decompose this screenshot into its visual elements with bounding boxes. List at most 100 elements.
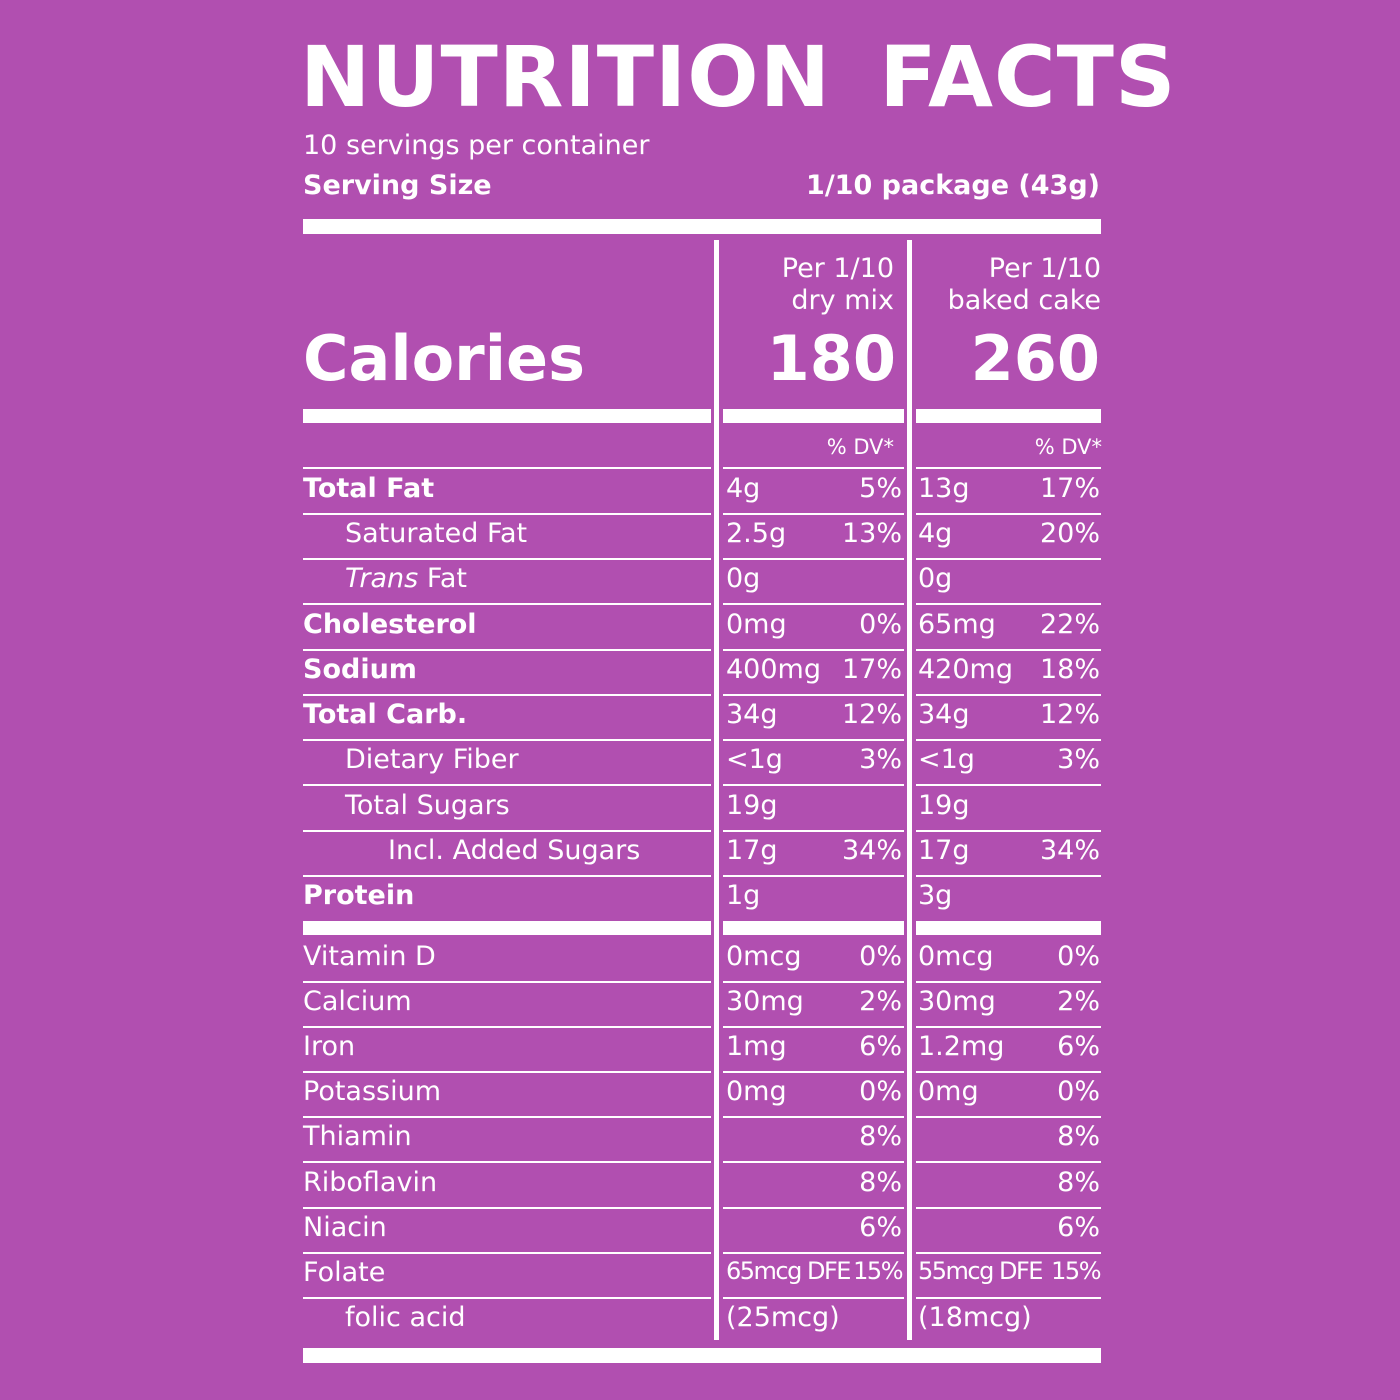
- column-divider-1: [714, 240, 719, 1340]
- baked-amount: 0mg: [918, 1076, 979, 1107]
- row-separator: [916, 1252, 1101, 1254]
- thick-divider-vitamins: [916, 921, 1101, 935]
- row-separator: [723, 603, 904, 605]
- row-separator: [303, 1116, 711, 1118]
- dry-amount: <1g: [726, 744, 783, 775]
- dry-daily-value: 34%: [841, 835, 902, 866]
- row-separator: [303, 1252, 711, 1254]
- row-separator: [303, 830, 711, 832]
- dry-daily-value: 0%: [859, 609, 902, 640]
- dry-daily-value: 8%: [859, 1167, 902, 1198]
- serving-size-value: 1/10 package (43g): [806, 170, 1100, 201]
- dry-daily-value: 6%: [859, 1212, 902, 1243]
- dry-amount: 65mcg DFE: [726, 1257, 851, 1285]
- thick-divider-bottom: [303, 1348, 1101, 1363]
- nutrient-name: Potassium: [303, 1076, 442, 1107]
- row-separator: [916, 875, 1101, 877]
- baked-daily-value: 0%: [1057, 941, 1100, 972]
- row-separator: [916, 558, 1101, 560]
- baked-amount: 65mg: [918, 609, 996, 640]
- baked-daily-value: 2%: [1057, 986, 1100, 1017]
- calories-dry-value: 180: [766, 322, 896, 395]
- row-separator: [303, 1297, 711, 1299]
- dry-daily-value: 0%: [859, 1076, 902, 1107]
- label-title: NUTRITION FACTS: [300, 28, 1177, 126]
- row-separator: [916, 649, 1101, 651]
- row-separator: [303, 467, 711, 469]
- row-separator: [916, 1207, 1101, 1209]
- baked-daily-value: 3%: [1057, 744, 1100, 775]
- dry-daily-value: 6%: [859, 1031, 902, 1062]
- col-dry-header-line1: Per 1/10: [781, 253, 894, 284]
- row-separator: [916, 1071, 1101, 1073]
- dry-amount: 17g: [726, 835, 778, 866]
- thick-divider-calories-dry: [723, 409, 904, 423]
- nutrient-name: Total Fat: [303, 473, 435, 504]
- dry-amount: 400mg: [726, 654, 821, 685]
- baked-amount: 55mcg DFE: [918, 1257, 1043, 1285]
- baked-daily-value: 6%: [1057, 1212, 1100, 1243]
- row-separator: [723, 1297, 904, 1299]
- row-separator: [303, 875, 711, 877]
- baked-amount: 19g: [918, 790, 970, 821]
- row-separator: [916, 830, 1101, 832]
- row-separator: [916, 1026, 1101, 1028]
- row-separator: [303, 1071, 711, 1073]
- serving-size-label: Serving Size: [303, 170, 492, 201]
- baked-daily-value: 6%: [1057, 1031, 1100, 1062]
- row-separator: [303, 1207, 711, 1209]
- baked-daily-value: 18%: [1039, 654, 1100, 685]
- dry-daily-value: 0%: [859, 941, 902, 972]
- dry-daily-value: 13%: [841, 518, 902, 549]
- nutrient-name: Niacin: [303, 1212, 387, 1243]
- row-separator: [723, 694, 904, 696]
- dry-amount: 4g: [726, 473, 761, 504]
- dry-daily-value: 3%: [859, 744, 902, 775]
- baked-amount: 420mg: [918, 654, 1013, 685]
- nutrient-name-italic: Trans: [345, 563, 419, 594]
- dry-amount: (25mcg): [726, 1302, 840, 1333]
- row-separator: [916, 603, 1101, 605]
- thick-divider-top: [303, 219, 1101, 234]
- nutrient-name: Protein: [303, 880, 415, 911]
- nutrient-name: Vitamin D: [303, 941, 436, 972]
- row-separator: [303, 784, 711, 786]
- row-separator: [916, 1297, 1101, 1299]
- nutrient-name: Cholesterol: [303, 609, 477, 640]
- baked-daily-value: 34%: [1039, 835, 1100, 866]
- baked-amount: 3g: [918, 880, 953, 911]
- dry-amount: 34g: [726, 699, 778, 730]
- nutrient-name-rest: Fat: [418, 563, 468, 594]
- thick-divider-vitamins: [303, 921, 711, 935]
- row-separator: [303, 1026, 711, 1028]
- row-separator: [723, 649, 904, 651]
- col-baked-header-line1: Per 1/10: [988, 253, 1101, 284]
- nutrient-name: Incl. Added Sugars: [388, 835, 641, 866]
- dry-daily-value: 2%: [859, 986, 902, 1017]
- dry-daily-value: 8%: [859, 1121, 902, 1152]
- row-separator: [916, 739, 1101, 741]
- thick-divider-calories-name: [303, 409, 711, 423]
- baked-amount: 30mg: [918, 986, 996, 1017]
- baked-amount: (18mcg): [918, 1302, 1032, 1333]
- dry-amount: 0mcg: [726, 941, 802, 972]
- nutrient-name: Folate: [303, 1257, 386, 1288]
- row-separator: [303, 603, 711, 605]
- nutrient-name: Dietary Fiber: [345, 744, 519, 775]
- dry-daily-value: 12%: [841, 699, 902, 730]
- row-separator: [916, 1161, 1101, 1163]
- row-separator: [723, 739, 904, 741]
- row-separator: [303, 739, 711, 741]
- row-separator: [723, 784, 904, 786]
- row-separator: [723, 1026, 904, 1028]
- calories-baked-value: 260: [970, 322, 1100, 395]
- row-separator: [916, 467, 1101, 469]
- calories-label: Calories: [303, 322, 585, 395]
- row-separator: [723, 1071, 904, 1073]
- dry-amount: 0g: [726, 563, 761, 594]
- row-separator: [723, 467, 904, 469]
- baked-amount: 34g: [918, 699, 970, 730]
- row-separator: [723, 1207, 904, 1209]
- baked-daily-value: 17%: [1039, 473, 1100, 504]
